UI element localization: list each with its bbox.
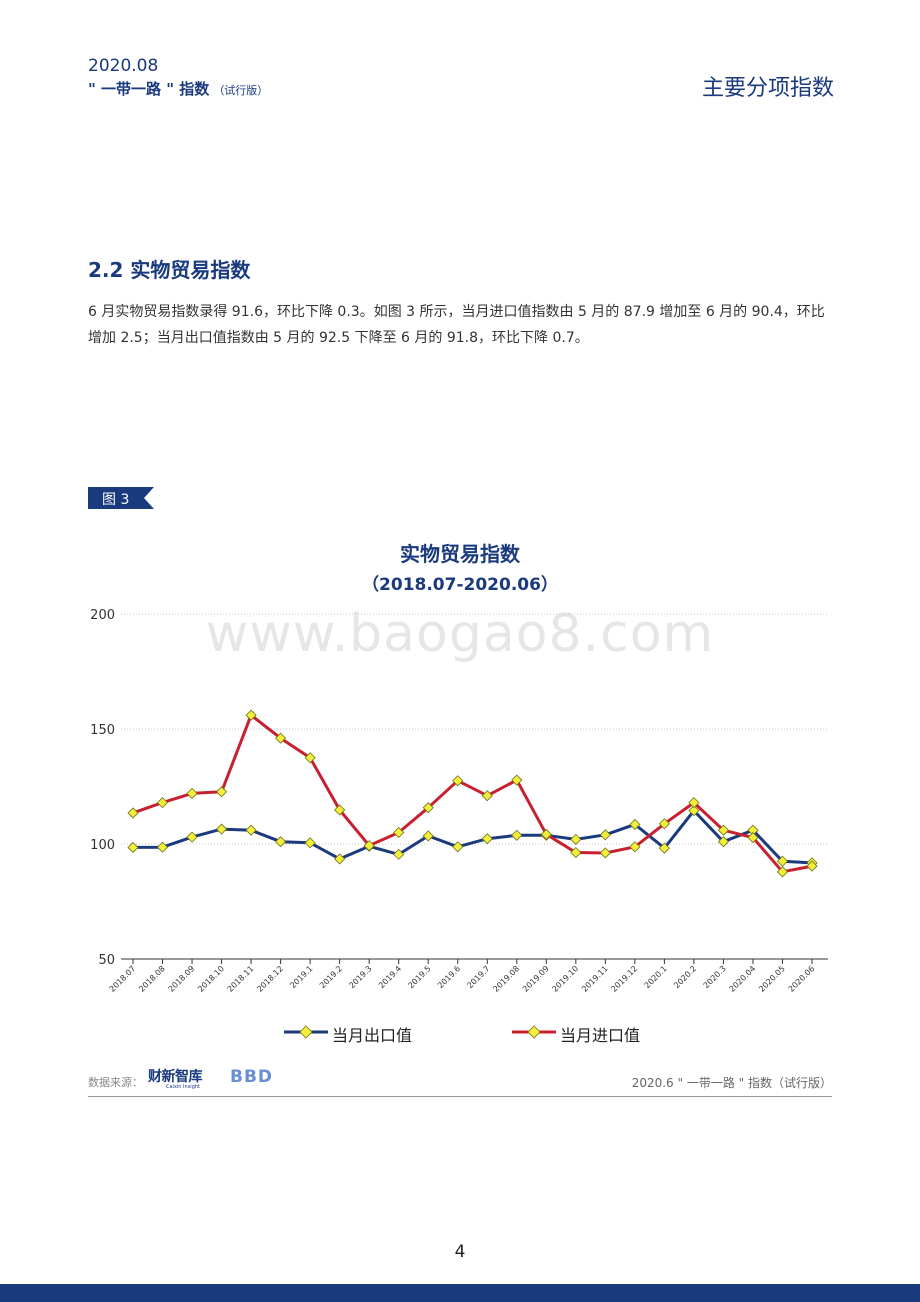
x-tick-label: 2018.11 [226,964,256,994]
data-point-import [717,824,730,836]
data-point-export [393,848,405,860]
x-tick-label: 2019.6 [436,964,462,990]
data-point-export [511,829,523,841]
data-point-export [658,842,670,854]
section-paragraph: 6 月实物贸易指数录得 91.6，环比下降 0.3。如图 3 所示，当月进口值指… [88,304,825,346]
data-point-import [275,732,287,744]
caixin-logo-sub: Caixin Insight [166,1084,200,1090]
data-point-export [275,836,287,848]
data-point-export [127,841,139,854]
data-point-import [806,860,818,872]
data-point-export [688,805,700,817]
data-point-import [215,786,228,798]
x-tick-label: 2019.08 [491,964,521,994]
x-tick-label: 2019.1 [288,964,314,990]
data-point-import [658,818,670,830]
data-point-export [422,830,434,842]
figure-tag-label: 图 3 [102,492,130,508]
footer-divider [88,1096,832,1097]
chart-title: 实物贸易指数 [400,542,520,566]
x-tick-label: 2018.09 [167,964,197,994]
footer-report-name: 2020.6 " 一带一路 " 指数（试行版） [631,1076,832,1090]
legend-export-label: 当月出口值 [332,1026,413,1045]
x-tick-label: 2019.5 [406,964,432,990]
data-point-export [776,855,789,867]
x-tick-label: 2018.10 [196,964,226,994]
data-point-import [747,831,759,844]
header-report-title: " 一带一路 " 指数 [88,80,210,98]
legend-export-swatch [284,1025,328,1039]
x-tick-label: 2020.1 [643,964,669,990]
data-point-import [511,774,523,786]
data-point-export [186,831,198,843]
y-tick-label: 150 [90,723,115,738]
data-point-import [599,847,611,859]
x-tick-label: 2020.05 [757,964,787,994]
data-point-export [481,833,493,845]
data-point-export [304,837,316,849]
x-tick-label: 2019.10 [550,964,580,994]
x-tick-label: 2020.06 [787,964,817,994]
x-tick-label: 2019.09 [521,964,551,994]
chart-subtitle: （2018.07-2020.06） [362,575,558,595]
data-point-import [304,752,316,764]
page-number: 4 [454,1242,466,1262]
data-point-import [186,787,198,799]
x-tick-label: 2020.3 [702,964,728,990]
header-section-name: 主要分项指数 [701,76,834,101]
x-tick-label: 2019.7 [466,964,492,990]
header-date: 2020.08 [88,56,159,76]
data-point-import [334,804,346,816]
y-tick-label: 50 [98,953,115,968]
legend-import-swatch [512,1025,556,1039]
x-tick-label: 2019.2 [318,964,344,990]
x-tick-label: 2018.07 [108,964,138,994]
header-report-name: " 一带一路 " 指数 （试行版） [88,78,268,99]
x-tick-label: 2019.4 [377,964,403,990]
x-tick-label: 2019.3 [347,964,373,990]
data-point-export [156,841,169,853]
data-point-export [629,818,641,831]
data-point-import [629,841,641,853]
data-point-import [422,802,434,814]
data-point-import [540,828,552,840]
data-point-export [717,836,730,848]
caixin-logo: 财新智库 [148,1069,203,1085]
data-point-export [245,824,257,836]
data-point-import [393,826,405,839]
data-point-import [688,797,700,809]
data-point-export [452,841,464,853]
x-tick-label: 2020.04 [728,964,758,994]
header-report-subtitle: （试行版） [213,84,269,97]
data-point-import [776,866,789,878]
data-point-import [156,797,169,809]
x-tick-label: 2020.2 [672,964,698,990]
figure-tag: 图 3 [88,487,154,509]
data-point-import [127,807,139,819]
data-point-export [570,833,582,845]
data-point-import [363,840,375,852]
data-point-export [334,853,346,865]
bbd-logo: BBD [230,1067,274,1087]
legend-import-label: 当月进口值 [560,1026,641,1045]
x-tick-label: 2018.12 [255,964,285,994]
data-point-import [452,775,464,787]
data-point-import [245,709,257,721]
data-point-export [215,823,228,835]
data-point-import [570,846,582,859]
x-tick-label: 2019.11 [580,964,610,994]
series-line-import [132,713,813,874]
y-tick-label: 200 [90,608,115,623]
bottom-bar [0,1284,920,1302]
x-tick-label: 2019.12 [610,964,640,994]
x-tick-label: 2018.08 [137,964,167,994]
section-title: 2.2 实物贸易指数 [88,258,251,282]
y-tick-label: 100 [90,838,115,853]
data-point-import [481,790,493,802]
data-point-export [599,829,611,841]
figure-tag-shape [88,487,154,509]
footer-source-label: 数据来源： [88,1076,143,1089]
